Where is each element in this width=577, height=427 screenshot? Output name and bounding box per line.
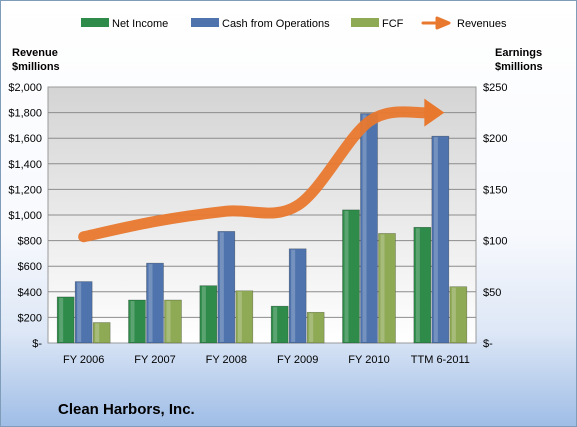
left-tick-label: $1,200 [8, 184, 42, 196]
legend-item-fcf: FCF [351, 18, 404, 30]
legend-label-revenues: Revenues [457, 18, 507, 30]
x-tick-label: FY 2006 [63, 354, 104, 366]
legend-label-cash-from-operations: Cash from Operations [222, 18, 330, 30]
cash-from-operations-bar-highlight [433, 137, 438, 342]
legend-item-cash-from-operations: Cash from Operations [191, 18, 330, 30]
right-axis-ticks: $- $50 $100 $150 $200 $250 [483, 82, 507, 350]
fcf-bar [235, 290, 254, 344]
x-tick-label: FY 2007 [134, 354, 175, 366]
left-tick-label: $400 [18, 287, 42, 299]
cash-from-operations-bar [74, 281, 93, 344]
x-axis-labels: FY 2006 FY 2007 FY 2008 FY 2009 FY 2010 TTM 6… [63, 354, 470, 366]
cash-from-operations-bar [431, 135, 450, 344]
net-income-bar [56, 296, 75, 344]
cash-from-operations-bar-highlight [362, 114, 367, 343]
net-income-bar-highlight [201, 286, 206, 342]
net-income-bar [199, 285, 218, 344]
revenue-line-group [78, 98, 445, 243]
fcf-bar [92, 322, 111, 344]
left-axis-title-line1: Revenue [12, 47, 58, 59]
left-tick-label: $800 [18, 236, 42, 248]
net-income-bar-highlight [415, 228, 420, 342]
right-tick-label: $50 [483, 287, 501, 299]
net-income-bar-highlight [344, 210, 349, 342]
right-axis-title-line2: $millions [495, 61, 543, 73]
legend-label-fcf: FCF [382, 18, 404, 30]
legend-swatch-net-income [81, 18, 109, 27]
cash-from-operations-bar [146, 262, 164, 344]
fcf-bar [449, 286, 468, 344]
legend-swatch-cash-from-operations [191, 18, 219, 27]
left-axis-title-line2: $millions [12, 61, 60, 73]
legend-item-revenues: Revenues [421, 16, 507, 30]
left-tick-label: $2,000 [8, 82, 42, 94]
x-tick-label: FY 2010 [348, 354, 389, 366]
cash-from-operations-bar [360, 113, 378, 344]
cash-from-operations-bar-highlight [148, 264, 153, 342]
left-tick-label: $- [32, 338, 42, 350]
legend-label-net-income: Net Income [112, 18, 168, 30]
revenues-arrowhead [424, 98, 445, 127]
net-income-bar-highlight [273, 307, 278, 342]
net-income-bar-highlight [59, 297, 64, 342]
cash-from-operations-bar-highlight [291, 249, 296, 342]
net-income-bar [342, 209, 360, 344]
legend-swatch-fcf [351, 18, 379, 27]
company-name: Clean Harbors, Inc. [58, 401, 195, 418]
net-income-bar-highlight [130, 300, 135, 342]
fcf-bar-highlight [95, 323, 100, 342]
fcf-bar [378, 233, 396, 344]
legend-item-net-income: Net Income [81, 18, 168, 30]
bars [56, 113, 468, 344]
right-tick-label: $250 [483, 82, 507, 94]
left-tick-label: $600 [18, 261, 42, 273]
left-tick-label: $1,400 [8, 159, 42, 171]
fcf-bar-highlight [380, 234, 385, 342]
left-tick-label: $1,600 [8, 133, 42, 145]
net-income-bar [128, 299, 146, 344]
x-tick-label: FY 2008 [206, 354, 247, 366]
left-tick-label: $200 [18, 312, 42, 324]
cash-from-operations-bar [217, 231, 236, 344]
fcf-bar [164, 299, 182, 344]
right-tick-label: $200 [483, 133, 507, 145]
fcf-bar-highlight [237, 291, 242, 342]
fcf-bar-highlight [309, 313, 314, 342]
net-income-bar [270, 305, 289, 344]
left-tick-label: $1,800 [8, 108, 42, 120]
x-tick-label: FY 2009 [277, 354, 318, 366]
legend-arrow-revenues [421, 16, 451, 30]
net-income-bar [413, 226, 432, 344]
fcf-bar-highlight [451, 287, 456, 342]
right-tick-label: $100 [483, 236, 507, 248]
right-tick-label: $150 [483, 184, 507, 196]
left-tick-label: $1,000 [8, 210, 42, 222]
cash-from-operations-bar [288, 248, 307, 344]
x-tick-label: TTM 6-2011 [411, 354, 470, 366]
fcf-bar-highlight [166, 300, 171, 342]
right-tick-label: $- [483, 338, 493, 350]
left-axis-ticks: $- $200 $400 $600 $800 $1,000 $1,200 $1,400 $1,6… [8, 82, 42, 350]
cash-from-operations-bar-highlight [219, 232, 224, 342]
fcf-bar [306, 311, 325, 344]
legend: Net Income Cash from Operations FCF Reve… [81, 16, 507, 30]
cash-from-operations-bar-highlight [77, 282, 82, 342]
right-axis-title-line1: Earnings [495, 47, 542, 59]
